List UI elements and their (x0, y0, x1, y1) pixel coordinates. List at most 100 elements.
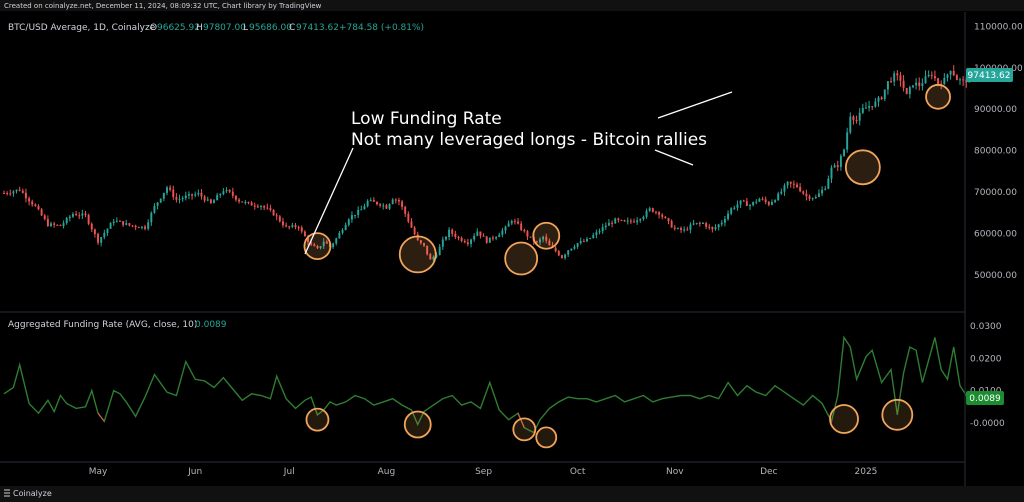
candle-body (529, 236, 532, 238)
candle-body (877, 97, 880, 102)
candle-body (231, 191, 234, 196)
candle-body (385, 205, 388, 209)
candle-body (833, 165, 836, 168)
candle-body (457, 236, 460, 238)
candle-body (504, 226, 507, 231)
x-axis: May Jun Jul Aug Sep Oct Nov Dec 2025 (89, 467, 878, 477)
candle-body (200, 192, 203, 197)
candle-body (673, 227, 676, 229)
candle-body (849, 116, 852, 133)
candle-body (921, 83, 924, 87)
candle-body (670, 221, 673, 228)
candle-body (307, 236, 310, 243)
candle-body (855, 119, 858, 121)
candle-body (460, 237, 463, 241)
candle-body (799, 186, 802, 192)
candle-body (444, 237, 447, 240)
candle-body (369, 200, 372, 202)
candle-body (347, 219, 350, 225)
candle-body (491, 237, 494, 239)
candle-body (539, 239, 541, 243)
candle-body (727, 213, 730, 220)
candle-body (50, 223, 52, 227)
candle-body (633, 221, 635, 223)
candle-body (507, 223, 510, 227)
last-price-badge-bg (966, 68, 1013, 82)
candle-body (28, 198, 31, 202)
price-highlight-circle (398, 235, 437, 274)
candle-body (376, 201, 378, 205)
candle-body (592, 235, 595, 238)
candle-body (401, 201, 404, 207)
candle-body (144, 226, 147, 229)
candle-body (617, 218, 620, 221)
candle-body (937, 78, 940, 84)
candle-body (620, 220, 623, 222)
highlight-circles (303, 83, 951, 449)
x-tick-label: Dec (760, 467, 777, 477)
candle-body (642, 216, 645, 220)
candle-body (749, 205, 751, 207)
candle-body (667, 218, 670, 222)
candle-body (723, 219, 726, 223)
candle-body (846, 132, 849, 150)
candle-body (770, 201, 773, 205)
candle-body (150, 212, 153, 223)
candle-body (24, 192, 27, 199)
candle-body (661, 214, 664, 217)
candle-body (175, 197, 178, 200)
candle-body (695, 222, 698, 224)
candle-body (206, 199, 209, 201)
candle-body (84, 213, 87, 215)
candle-body (441, 239, 444, 247)
candle-body (711, 226, 714, 230)
candle-body (137, 227, 140, 229)
price-y-tick-label: 60000.00 (974, 230, 1017, 240)
candle-body (573, 246, 576, 249)
candle-body (426, 245, 429, 255)
candle-body (234, 195, 237, 200)
candle-body (466, 242, 469, 245)
candle-body (796, 184, 798, 187)
candle-body (470, 239, 473, 245)
candle-body (300, 227, 303, 232)
candle-body (53, 223, 56, 225)
candle-body (839, 155, 842, 167)
candle-body (965, 80, 968, 83)
annotation-arrow-lower (654, 149, 694, 166)
candle-body (31, 201, 34, 205)
candle-body (933, 76, 936, 79)
candle-body (733, 207, 736, 209)
candle-body (517, 221, 520, 224)
candle-body (780, 191, 783, 194)
candle-body (134, 225, 137, 228)
candle-body (924, 76, 927, 84)
x-tick-label: Jun (187, 467, 202, 477)
top-note: Created on coinalyze.net, December 11, 2… (4, 2, 322, 10)
candle-body (488, 237, 491, 243)
candle-body (407, 213, 410, 222)
candle-body (263, 206, 266, 208)
candle-body (689, 224, 692, 230)
candle-body (97, 233, 100, 243)
candle-body (843, 149, 845, 156)
candle-body (147, 222, 150, 229)
candle-body (397, 199, 400, 202)
candle-body (629, 220, 632, 222)
candle-body (241, 201, 244, 203)
candle-body (244, 202, 247, 204)
price-y-tick-label: 50000.00 (974, 271, 1017, 281)
candle-body (203, 196, 206, 201)
candle-body (476, 231, 479, 236)
candle-body (222, 191, 225, 194)
candle-body (905, 88, 908, 95)
candle-body (100, 237, 103, 243)
candle-body (153, 205, 156, 213)
candle-body (702, 223, 704, 225)
candle-body (639, 219, 642, 221)
candle-body (686, 229, 689, 231)
candle-body (761, 198, 764, 200)
candle-body (680, 228, 683, 230)
candle-body (774, 200, 777, 202)
